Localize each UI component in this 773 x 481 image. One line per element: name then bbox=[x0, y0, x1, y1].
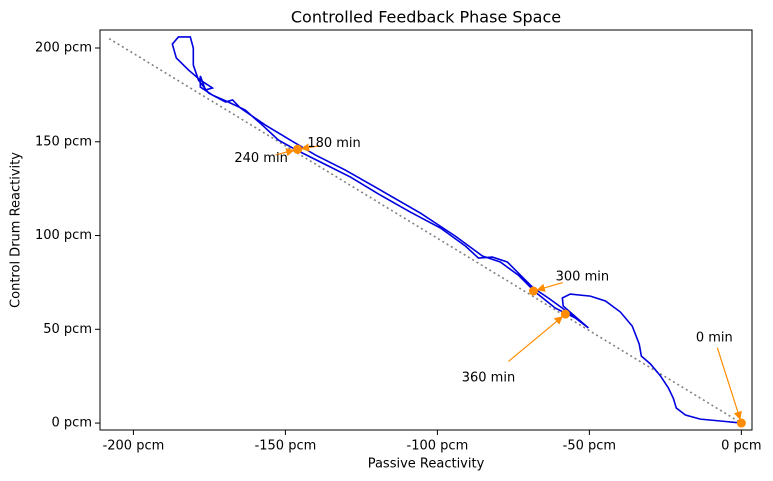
x-tick-label: -100 pcm bbox=[407, 439, 469, 454]
annotation-label: 240 min bbox=[234, 151, 287, 166]
chart-title: Controlled Feedback Phase Space bbox=[291, 8, 561, 27]
y-tick-label: 150 pcm bbox=[35, 134, 92, 149]
annotation-arrow bbox=[716, 347, 742, 421]
x-tick-label: -200 pcm bbox=[103, 439, 165, 454]
annotation-arrow bbox=[508, 316, 563, 362]
annotation-label: 180 min bbox=[307, 136, 360, 151]
trajectory bbox=[171, 36, 742, 424]
y-tick-label: 200 pcm bbox=[35, 41, 92, 56]
annotation-arrow bbox=[536, 282, 563, 292]
marker bbox=[293, 144, 303, 154]
x-axis-label: Passive Reactivity bbox=[368, 457, 485, 472]
reference-line bbox=[108, 37, 742, 424]
x-tick-label: -50 pcm bbox=[563, 439, 616, 454]
annotation-label: 300 min bbox=[556, 269, 609, 284]
annotation-arrow bbox=[300, 143, 320, 152]
x-tick-label: 0 pcm bbox=[721, 439, 761, 454]
marker bbox=[528, 286, 538, 296]
marker bbox=[560, 309, 570, 319]
annotation-arrow bbox=[275, 148, 295, 157]
y-tick-label: 100 pcm bbox=[35, 228, 92, 243]
x-tick-label: -150 pcm bbox=[255, 439, 317, 454]
y-axis-label: Control Drum Reactivity bbox=[9, 152, 24, 308]
annotation-label: 360 min bbox=[462, 371, 515, 386]
y-tick-label: 0 pcm bbox=[52, 416, 92, 431]
plot-frame bbox=[99, 29, 753, 431]
y-tick-label: 50 pcm bbox=[43, 322, 92, 337]
annotation-label: 0 min bbox=[696, 331, 733, 346]
marker bbox=[736, 418, 746, 428]
